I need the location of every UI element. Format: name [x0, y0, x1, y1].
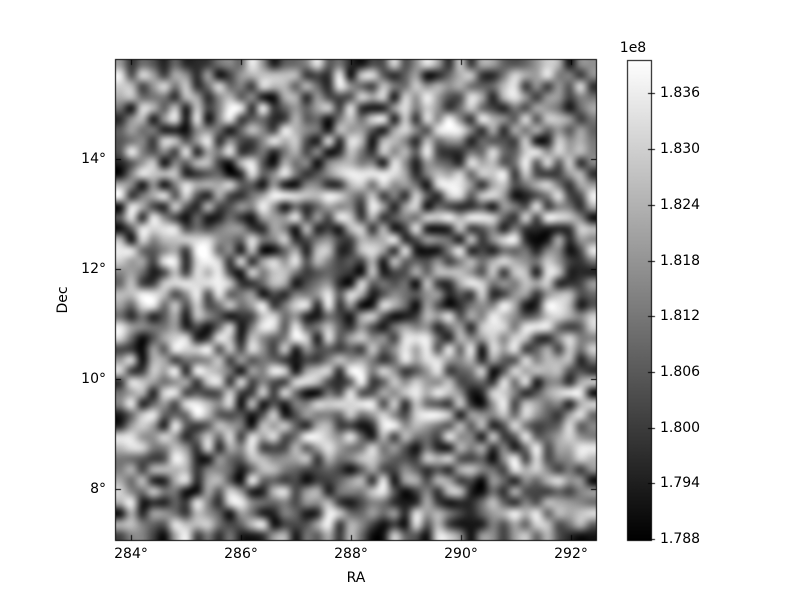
colorbar-tick-label-1812: 1.812	[660, 308, 701, 324]
colorbar-tick-label-1830: 1.830	[660, 141, 701, 157]
x-tick-label-290: 290°	[444, 546, 478, 562]
y-tick-label-10: 10°	[81, 371, 106, 387]
y-tick-label-12: 12°	[81, 261, 106, 277]
y-tick-label-14: 14°	[81, 151, 106, 167]
colorbar-tick-label-1836: 1.836	[660, 85, 701, 101]
colorbar-tick-label-1788: 1.788	[660, 531, 701, 547]
colorbar-tick-label-1824: 1.824	[660, 197, 701, 213]
y-axis-title: Dec	[55, 286, 71, 314]
x-tick-label-284: 284°	[114, 546, 148, 562]
colorbar-tick-label-1806: 1.806	[660, 364, 701, 380]
x-tick-label-292: 292°	[554, 546, 588, 562]
colorbar-tick-label-1818: 1.818	[660, 253, 701, 269]
x-tick-label-288: 288°	[334, 546, 368, 562]
x-tick-label-286: 286°	[224, 546, 258, 562]
colorbar-offset-label: 1e8	[619, 40, 647, 56]
y-tick-label-8: 8°	[90, 481, 106, 497]
colorbar-tick-label-1800: 1.800	[660, 420, 701, 436]
x-axis-title: RA	[346, 570, 366, 586]
colorbar-tick-label-1794: 1.794	[660, 475, 701, 491]
